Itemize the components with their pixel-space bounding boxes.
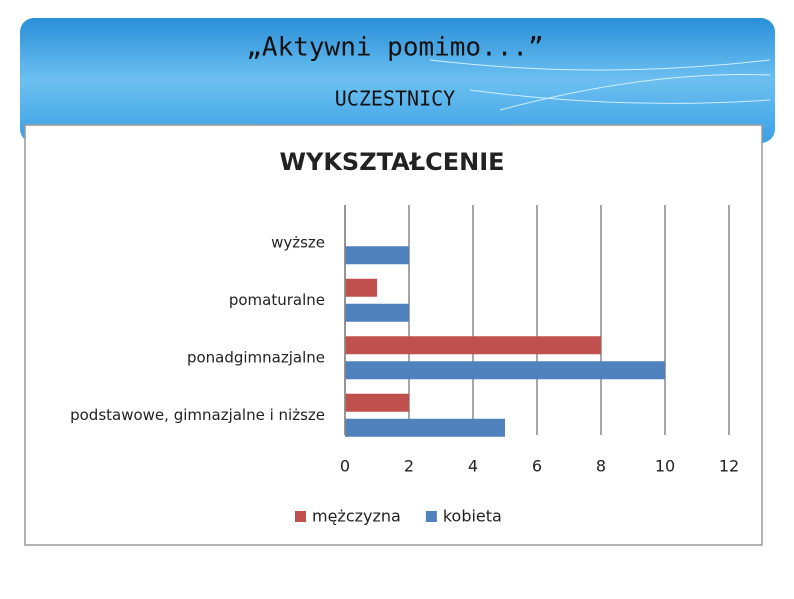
legend-swatch	[295, 511, 306, 522]
bar	[345, 278, 377, 297]
header-band	[20, 18, 775, 143]
x-tick-label: 4	[468, 457, 478, 476]
chart-frame	[24, 124, 763, 546]
x-tick-label: 6	[532, 457, 542, 476]
x-tick-label: 12	[719, 457, 739, 476]
y-tick-label: podstawowe, gimnazjalne i niższe	[70, 406, 325, 424]
bar	[345, 361, 665, 380]
bar	[345, 303, 409, 322]
header-title: „Aktywni pomimo...”	[246, 33, 543, 63]
header-subtitle: UCZESTNICY	[335, 87, 455, 111]
bar	[345, 246, 409, 265]
chart-title: WYKSZTAŁCENIE	[279, 148, 504, 176]
x-tick-label: 0	[340, 457, 350, 476]
bar	[345, 336, 601, 355]
legend-label: mężczyzna	[312, 507, 401, 526]
legend-label: kobieta	[443, 507, 502, 526]
header-decoration	[429, 59, 771, 111]
x-tick-label: 10	[655, 457, 675, 476]
y-tick-label: pomaturalne	[229, 291, 325, 309]
y-tick-label: ponadgimnazjalne	[187, 348, 325, 366]
x-tick-label: 2	[404, 457, 414, 476]
y-tick-label: wyższe	[271, 233, 325, 251]
x-tick-label: 8	[596, 457, 606, 476]
legend-swatch	[425, 511, 437, 522]
bar	[345, 418, 505, 437]
bar	[345, 393, 409, 412]
